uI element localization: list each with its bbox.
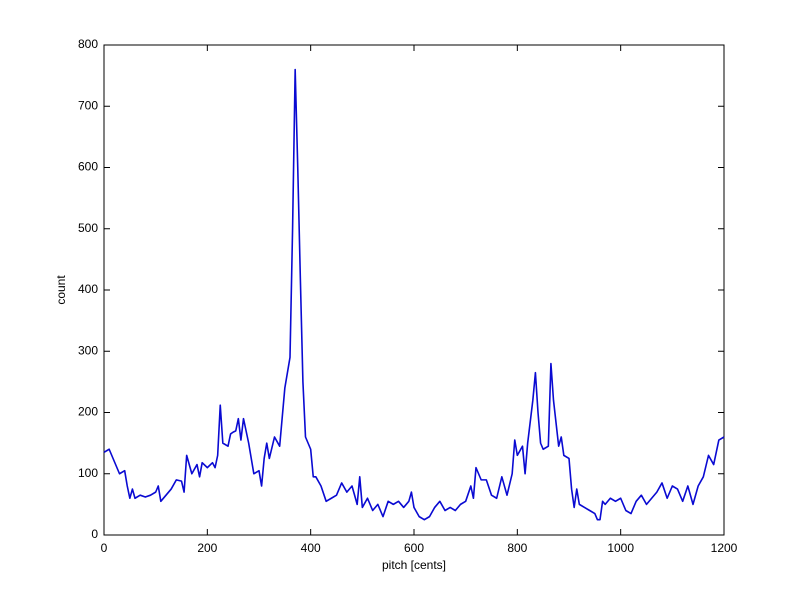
y-tick-label: 100 (78, 466, 98, 480)
x-tick-label: 1000 (607, 541, 634, 555)
x-tick-label: 400 (301, 541, 321, 555)
y-tick-label: 400 (78, 282, 98, 296)
x-axis-label: pitch [cents] (382, 558, 446, 572)
y-tick-label: 700 (78, 98, 98, 112)
x-tick-label: 600 (404, 541, 424, 555)
x-tick-label: 200 (197, 541, 217, 555)
y-axis-label: count (54, 275, 68, 305)
y-tick-label: 600 (78, 160, 98, 174)
x-tick-label: 1200 (711, 541, 738, 555)
y-tick-label: 0 (91, 527, 98, 541)
axes-box (103, 44, 725, 536)
x-tick-label: 0 (101, 541, 108, 555)
x-tick-label: 800 (507, 541, 527, 555)
y-tick-label: 500 (78, 221, 98, 235)
y-tick-label: 200 (78, 405, 98, 419)
data-line (103, 68, 725, 521)
y-tick-label: 800 (78, 37, 98, 51)
y-tick-label: 300 (78, 343, 98, 357)
